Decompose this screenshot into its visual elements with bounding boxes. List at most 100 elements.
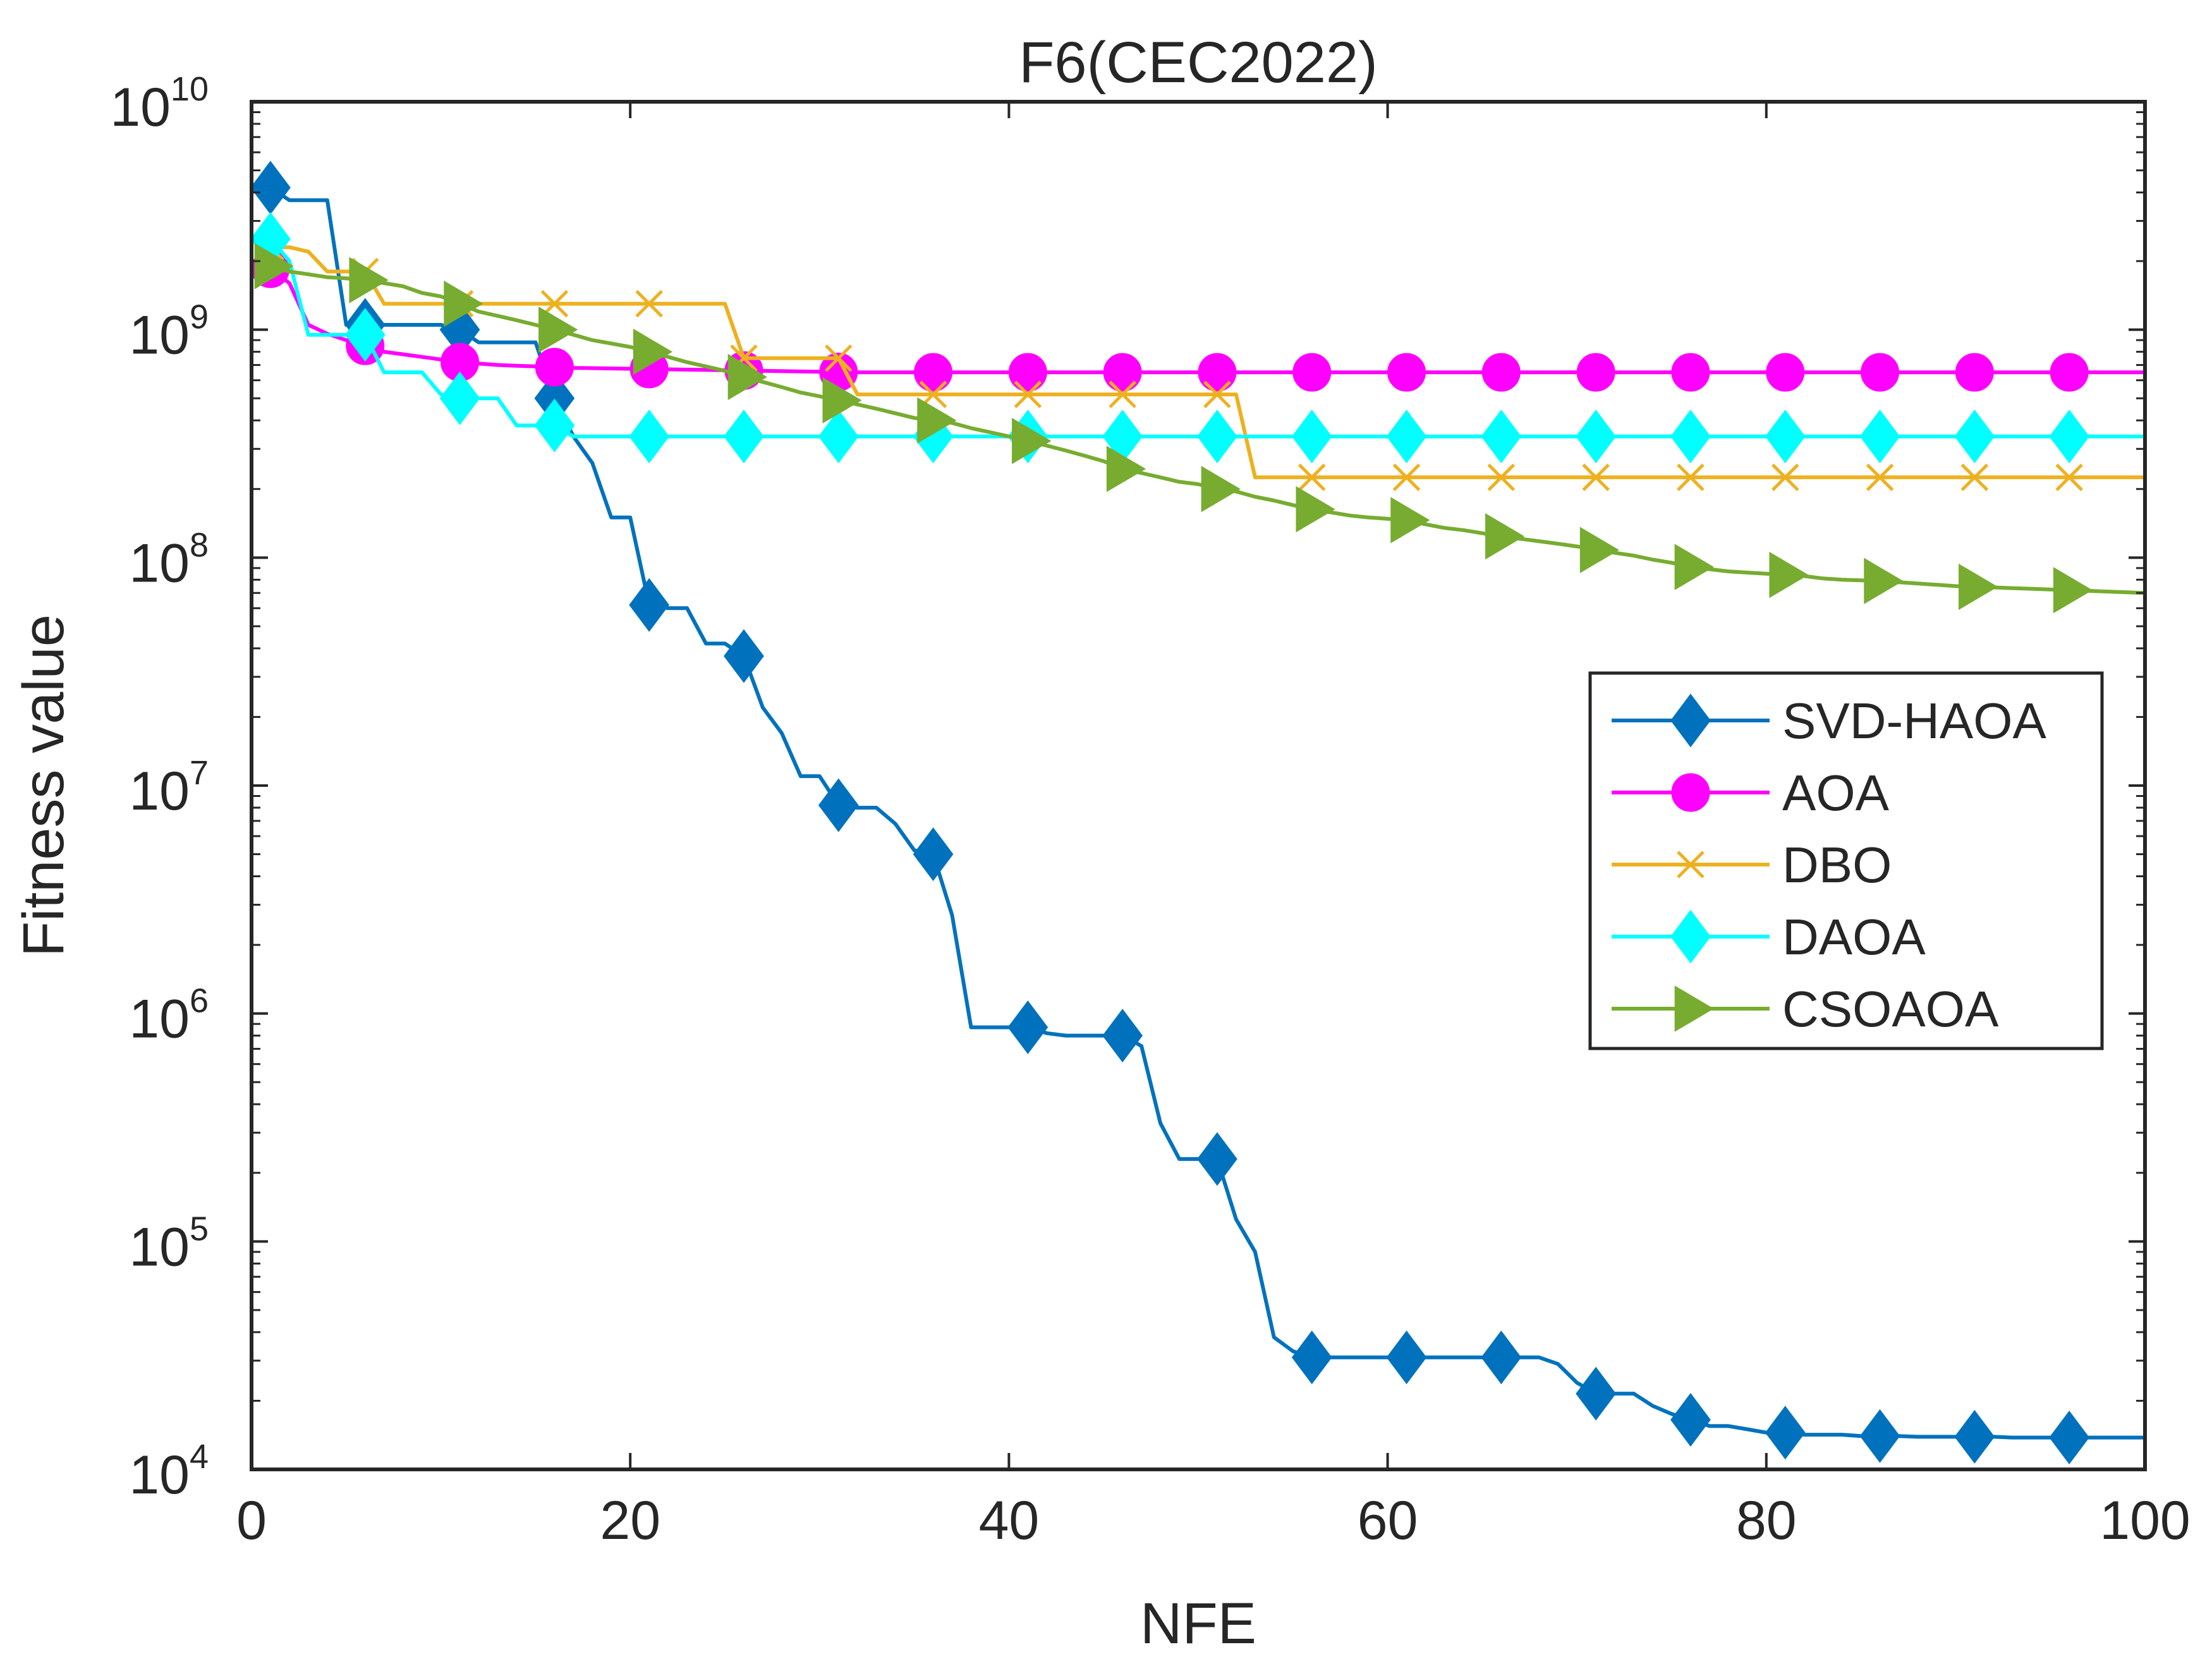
data-point bbox=[1485, 513, 1525, 560]
data-point bbox=[1861, 353, 1900, 392]
y-tick-label: 106 bbox=[129, 982, 209, 1050]
data-point bbox=[818, 410, 859, 464]
data-point bbox=[824, 344, 853, 372]
marker-stroke bbox=[1203, 380, 1231, 408]
data-point bbox=[1386, 1330, 1427, 1385]
data-point bbox=[1859, 1409, 1900, 1463]
data-point bbox=[535, 348, 574, 387]
legend-item-dbo: DBO bbox=[1612, 837, 1892, 893]
legend-item-daoa: DAOA bbox=[1612, 909, 1926, 965]
data-point bbox=[1959, 563, 1998, 611]
series-svd-haoa bbox=[252, 161, 2145, 1465]
data-point bbox=[1576, 1366, 1617, 1421]
data-point bbox=[1576, 410, 1617, 464]
legend-marker bbox=[1677, 851, 1705, 878]
data-point bbox=[1576, 353, 1615, 392]
data-point bbox=[2055, 463, 2083, 492]
data-point bbox=[1769, 552, 1809, 599]
data-point bbox=[1197, 410, 1237, 464]
data-point bbox=[917, 397, 957, 444]
marker-stroke bbox=[1771, 463, 1799, 492]
data-point bbox=[1771, 463, 1799, 492]
marker-stroke bbox=[1582, 463, 1610, 492]
data-point bbox=[1296, 486, 1335, 533]
data-point bbox=[633, 328, 673, 375]
data-point bbox=[1102, 1009, 1143, 1063]
data-point bbox=[439, 371, 480, 425]
data-point bbox=[724, 629, 764, 683]
data-point bbox=[1109, 380, 1136, 408]
data-point bbox=[344, 308, 386, 362]
data-point bbox=[349, 257, 389, 303]
y-axis-title: Fitness value bbox=[11, 614, 76, 957]
marker-stroke bbox=[1297, 463, 1326, 492]
legend-label: CSOAOA bbox=[1782, 981, 1999, 1037]
x-tick-label: 40 bbox=[979, 1490, 1040, 1551]
marker-stroke bbox=[824, 344, 853, 372]
y-tick-label: 107 bbox=[129, 754, 209, 822]
data-point bbox=[1955, 353, 1994, 392]
marker-stroke bbox=[1109, 380, 1136, 408]
legend-label: SVD-HAOA bbox=[1782, 693, 2046, 749]
data-point bbox=[1960, 463, 1989, 492]
plot-frame bbox=[250, 100, 2147, 1471]
marker-stroke bbox=[1487, 463, 1516, 492]
legend-box bbox=[1588, 671, 2104, 1050]
data-point bbox=[1677, 463, 1705, 492]
data-point bbox=[635, 289, 663, 318]
x-tick-label: 60 bbox=[1358, 1490, 1418, 1551]
data-point bbox=[1765, 410, 1806, 464]
x-tick-label: 100 bbox=[2100, 1490, 2191, 1551]
legend: SVD-HAOA AOA DBO DAOA CSOAOA bbox=[1588, 671, 2104, 1050]
data-point bbox=[1671, 353, 1710, 392]
data-point bbox=[1012, 418, 1052, 465]
data-point bbox=[2049, 1411, 2090, 1465]
y-tick-label: 108 bbox=[129, 526, 209, 593]
data-point bbox=[914, 353, 953, 392]
legend-marker bbox=[1670, 909, 1711, 964]
x-tick-label: 80 bbox=[1736, 1490, 1797, 1551]
marker-stroke bbox=[2055, 463, 2083, 492]
y-tick-label: 105 bbox=[129, 1210, 209, 1277]
data-point bbox=[2049, 410, 2090, 464]
data-point bbox=[1954, 410, 1995, 464]
marker-stroke bbox=[635, 289, 663, 318]
marker-stroke bbox=[1014, 380, 1042, 408]
data-point bbox=[1674, 544, 1714, 590]
data-point bbox=[444, 280, 483, 327]
legend-label: AOA bbox=[1782, 765, 1890, 821]
data-point bbox=[822, 377, 862, 424]
data-point bbox=[1390, 497, 1430, 544]
legend-marker bbox=[1671, 773, 1710, 812]
data-point bbox=[727, 353, 767, 401]
legend-items: SVD-HAOA AOA DBO DAOA CSOAOA bbox=[1612, 693, 2046, 1037]
data-point bbox=[1670, 1393, 1711, 1447]
data-point bbox=[1765, 1406, 1806, 1460]
tick-layer: 0 20 40 60 80 100 104 105 106 107 108 109 1010 bbox=[110, 70, 2191, 1551]
data-point bbox=[1387, 353, 1426, 392]
data-point bbox=[1392, 463, 1421, 492]
data-point bbox=[2050, 353, 2089, 392]
data-point bbox=[1866, 463, 1894, 492]
x-tick-label: 20 bbox=[600, 1490, 660, 1551]
marker-stroke bbox=[1677, 463, 1705, 492]
data-point bbox=[1579, 526, 1620, 573]
marker-stroke bbox=[1960, 463, 1989, 492]
data-point bbox=[1008, 353, 1047, 392]
data-point bbox=[1203, 380, 1231, 408]
data-point bbox=[1198, 353, 1237, 392]
chart-title: F6(CEC2022) bbox=[1019, 30, 1378, 95]
data-point bbox=[1106, 446, 1146, 492]
data-point bbox=[1864, 557, 1904, 604]
data-point bbox=[629, 578, 670, 632]
data-point bbox=[818, 778, 859, 832]
data-point bbox=[1197, 1132, 1237, 1186]
data-point bbox=[913, 827, 954, 882]
data-point bbox=[1481, 1330, 1522, 1385]
marker-stroke bbox=[1677, 851, 1705, 878]
legend-label: DBO bbox=[1782, 837, 1892, 893]
legend-marker bbox=[1670, 693, 1711, 748]
data-point bbox=[1014, 380, 1042, 408]
x-axis-title: NFE bbox=[1140, 1591, 1256, 1656]
